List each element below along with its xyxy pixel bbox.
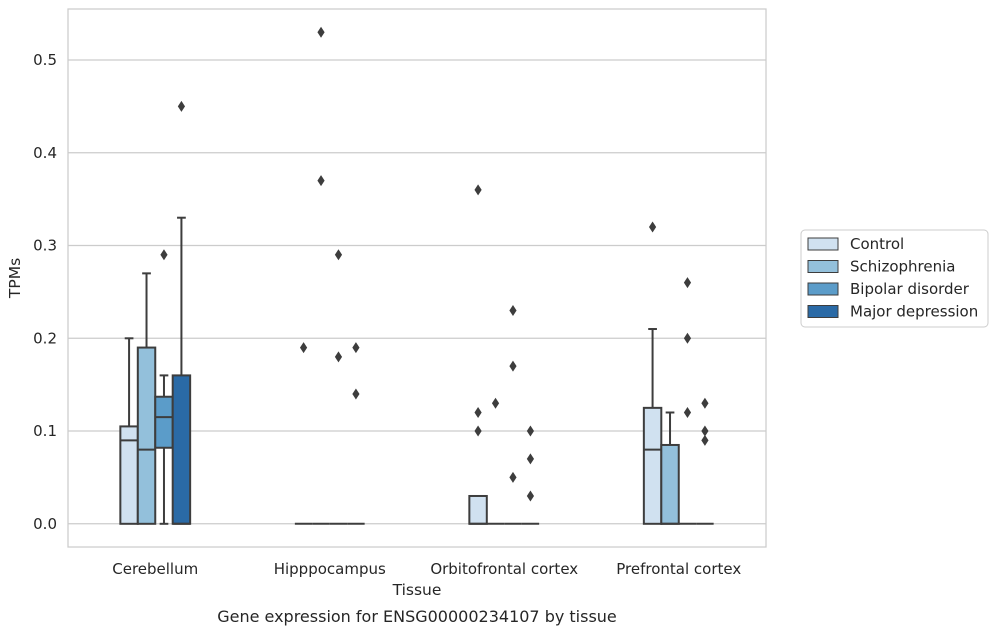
outlier-point [177,100,186,112]
y-axis-label: TPMs [6,258,24,299]
outlier-point [526,490,535,502]
outlier-point [701,425,709,437]
legend-swatch [807,237,839,251]
x-tick-label: Orbitofrontal cortex [430,560,578,578]
legend-label: Major depression [850,303,978,321]
outlier-point [683,407,692,418]
box-bipolar-disorder [154,374,174,525]
outlier-point [317,175,325,187]
box-body [468,494,488,525]
outlier-point [701,397,709,409]
outlier-point [491,397,500,409]
x-axis-label: Tissue [392,581,442,599]
y-tick-label: 0.4 [33,144,57,162]
box-major-depression [171,216,192,525]
box-body [136,346,157,525]
outlier-point [317,26,325,38]
outlier-point [474,184,482,196]
outlier-point [509,304,517,316]
legend-swatch [807,260,839,273]
legend-swatch [807,305,839,318]
legend-label: Control [850,235,904,253]
box-control [468,494,488,525]
outliers [160,26,709,502]
box-schizophrenia [136,272,157,525]
outlier-point [352,388,360,400]
boxes [119,216,714,525]
outlier-point [526,425,535,437]
y-tick-label: 0.5 [33,51,57,69]
outlier-point [683,332,692,344]
plot-area-frame [67,8,767,548]
outlier-point [334,351,343,363]
outlier-point [526,453,535,465]
outlier-point [683,277,692,289]
outlier-point [474,425,482,437]
box-control [119,337,139,525]
outlier-point [160,249,168,261]
x-tick-label: Cerebellum [112,560,198,578]
y-axis-ticks: 0.0 0.1 0.2 0.3 0.4 0.5 [33,51,57,533]
y-tick-label: 0.2 [33,329,57,347]
y-tick-label: 0.3 [33,237,57,255]
box-schizophrenia [660,411,680,525]
x-tick-label: Prefrontal cortex [616,560,741,578]
outlier-point [509,360,517,372]
outlier-point [474,407,482,418]
legend-label: Schizophrenia [850,258,955,276]
y-tick-label: 0.1 [33,422,57,440]
box-control [642,328,663,525]
outlier-point [299,342,308,354]
box-body [171,374,192,525]
box-body [642,406,663,525]
outlier-point [701,434,709,446]
outlier-point [352,342,360,354]
x-tick-label: Hipppocampus [274,560,386,578]
outlier-point [648,221,657,233]
legend-swatch [807,282,839,296]
legend: Control Schizophrenia Bipolar disorder Majo… [800,229,989,328]
box-body [154,395,174,449]
outlier-point [509,471,517,483]
box-body [660,443,680,525]
y-tick-label: 0.0 [33,515,57,533]
x-axis-ticks: Cerebellum Hipppocampus Orbitofrontal cort… [112,560,741,578]
legend-label: Bipolar disorder [850,280,970,298]
outlier-point [334,249,343,261]
legend-frame [800,229,989,328]
chart-caption: Gene expression for ENSG00000234107 by t… [217,607,617,626]
